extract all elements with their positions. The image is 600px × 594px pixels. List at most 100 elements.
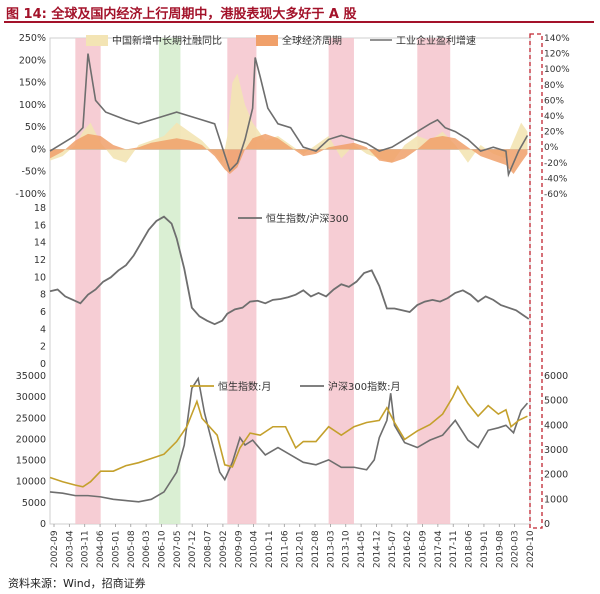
bot-right-tick: 2000 bbox=[544, 470, 568, 481]
legend-swatch-credit bbox=[86, 35, 108, 46]
chart-container: -100% -50% 0% 50% 100% 150% 200% 250% -60% -40% -2… bbox=[0, 24, 600, 572]
top-left-tick: 0% bbox=[31, 144, 46, 155]
x-tick-label: 2013-10 bbox=[342, 530, 352, 568]
top-right-tick: -40% bbox=[544, 174, 568, 184]
legend-csi300: 沪深300指数:月 bbox=[328, 380, 400, 393]
shaded-period-4 bbox=[328, 38, 354, 524]
bot-right-tick: 4000 bbox=[544, 420, 568, 431]
x-tick-label: 2003-04 bbox=[65, 530, 75, 568]
bot-left-tick: 35000 bbox=[16, 371, 46, 382]
x-tick-label: 2002-09 bbox=[50, 530, 60, 568]
top-left-tick: 200% bbox=[19, 55, 46, 66]
shaded-period-5 bbox=[417, 38, 451, 524]
bot-right-tick: 0 bbox=[544, 519, 550, 530]
bot-right-tick: 5000 bbox=[544, 396, 568, 407]
top-right-tick: -60% bbox=[544, 190, 568, 200]
bot-right-tick: 6000 bbox=[544, 371, 568, 382]
legend-profit: 工业企业盈利增速 bbox=[396, 34, 476, 47]
bot-right-tick: 1000 bbox=[544, 494, 568, 505]
title-rule bbox=[4, 21, 594, 23]
x-tick-label: 2006-03 bbox=[142, 530, 152, 568]
x-tick-label: 2014-05 bbox=[357, 530, 367, 568]
x-tick-label: 2004-06 bbox=[96, 530, 106, 568]
series-cycle-area bbox=[50, 133, 528, 174]
top-left-tick: 150% bbox=[19, 78, 46, 89]
legend-swatch-cycle bbox=[256, 35, 278, 46]
mid-left-tick: 18 bbox=[34, 203, 46, 214]
x-tick-label: 2015-07 bbox=[388, 530, 398, 568]
series-csi300-line bbox=[49, 376, 529, 503]
legend-credit: 中国新增中长期社融同比 bbox=[112, 34, 222, 47]
top-right-tick: -20% bbox=[544, 159, 568, 169]
mid-left-tick: 10 bbox=[34, 272, 46, 283]
series-ratio-line bbox=[49, 215, 530, 326]
x-tick-label: 2007-12 bbox=[188, 530, 198, 568]
top-right-tick: 40% bbox=[544, 112, 564, 122]
top-right-tick: 0% bbox=[544, 143, 559, 153]
highlight-dashed-box bbox=[529, 33, 543, 529]
mid-left-tick: 16 bbox=[34, 220, 46, 231]
mid-left-tick: 12 bbox=[34, 255, 46, 266]
x-tick-label: 2009-02 bbox=[219, 530, 229, 568]
x-tick-label: 2018-06 bbox=[465, 530, 475, 568]
x-tick-label: 2008-07 bbox=[204, 530, 214, 568]
series-profit-line bbox=[49, 53, 529, 178]
x-tick-label: 2013-03 bbox=[326, 530, 336, 568]
x-tick-label: 2010-04 bbox=[250, 530, 260, 568]
bot-left-tick: 5000 bbox=[22, 498, 46, 509]
x-tick-label: 2007-05 bbox=[173, 530, 183, 568]
x-tick-label: 2011-06 bbox=[280, 530, 290, 568]
shaded-period-2 bbox=[158, 38, 181, 524]
top-left-tick: -100% bbox=[15, 189, 46, 200]
x-tick-label: 2020-03 bbox=[511, 530, 521, 568]
x-tick-label: 2016-09 bbox=[419, 530, 429, 568]
x-tick-label: 2012-08 bbox=[311, 530, 321, 568]
x-tick-label: 2010-11 bbox=[265, 530, 275, 568]
figure-title-text: 全球及国内经济上行周期中，港股表现大多好于 A 股 bbox=[51, 7, 357, 22]
x-tick-label: 2017-04 bbox=[434, 530, 444, 568]
bot-left-tick: 0 bbox=[40, 519, 46, 530]
x-tick-label: 2005-08 bbox=[127, 530, 137, 568]
mid-left-tick: 0 bbox=[40, 359, 46, 370]
figure-label: 图 14: bbox=[6, 7, 47, 22]
figure-title: 图 14: 全球及国内经济上行周期中，港股表现大多好于 A 股 bbox=[6, 3, 356, 22]
chart-svg: -100%-50%0%50%100%150%200%250%-60%-40%-2… bbox=[15, 33, 570, 568]
top-right-tick: 20% bbox=[544, 128, 564, 138]
mid-left-tick: 6 bbox=[40, 307, 46, 318]
x-tick-label: 2019-01 bbox=[480, 530, 490, 568]
x-tick-label: 2005-01 bbox=[111, 530, 121, 568]
x-tick-label: 2014-12 bbox=[372, 530, 382, 568]
x-tick-label: 2006-10 bbox=[157, 530, 167, 568]
bot-right-tick: 3000 bbox=[544, 445, 568, 456]
mid-left-tick: 2 bbox=[40, 342, 46, 353]
bot-left-tick: 15000 bbox=[16, 456, 46, 467]
top-left-tick: -50% bbox=[21, 167, 46, 178]
top-right-tick: 100% bbox=[544, 65, 570, 75]
top-right-tick: 120% bbox=[544, 50, 570, 60]
bot-left-tick: 20000 bbox=[16, 434, 46, 445]
bot-left-tick: 30000 bbox=[16, 392, 46, 403]
top-right-tick: 140% bbox=[544, 34, 570, 44]
legend-ratio: 恒生指数/沪深300 bbox=[266, 212, 348, 225]
top-left-tick: 100% bbox=[19, 100, 46, 111]
bot-left-tick: 25000 bbox=[16, 413, 46, 424]
top-left-tick: 50% bbox=[25, 122, 46, 133]
series-hsi-line bbox=[49, 384, 528, 488]
mid-left-tick: 4 bbox=[40, 324, 46, 335]
x-tick-label: 2020-10 bbox=[526, 530, 536, 568]
x-tick-label: 2016-02 bbox=[403, 530, 413, 568]
shaded-period-1 bbox=[75, 38, 101, 524]
plot-frame bbox=[49, 37, 531, 525]
mid-left-tick: 14 bbox=[34, 238, 46, 249]
x-tick-label: 2003-11 bbox=[81, 530, 91, 568]
top-right-tick: 60% bbox=[544, 96, 564, 106]
x-tick-label: 2009-09 bbox=[234, 530, 244, 568]
x-tick-label: 2017-11 bbox=[449, 530, 459, 568]
bot-left-tick: 10000 bbox=[16, 477, 46, 488]
top-left-tick: 250% bbox=[19, 33, 46, 44]
source-note: 资料来源：Wind，招商证券 bbox=[8, 577, 146, 590]
x-tick-label: 2012-01 bbox=[296, 530, 306, 568]
legend-cycle: 全球经济周期 bbox=[282, 34, 342, 47]
legend-hsi: 恒生指数:月 bbox=[218, 380, 271, 393]
mid-left-tick: 8 bbox=[40, 290, 46, 301]
